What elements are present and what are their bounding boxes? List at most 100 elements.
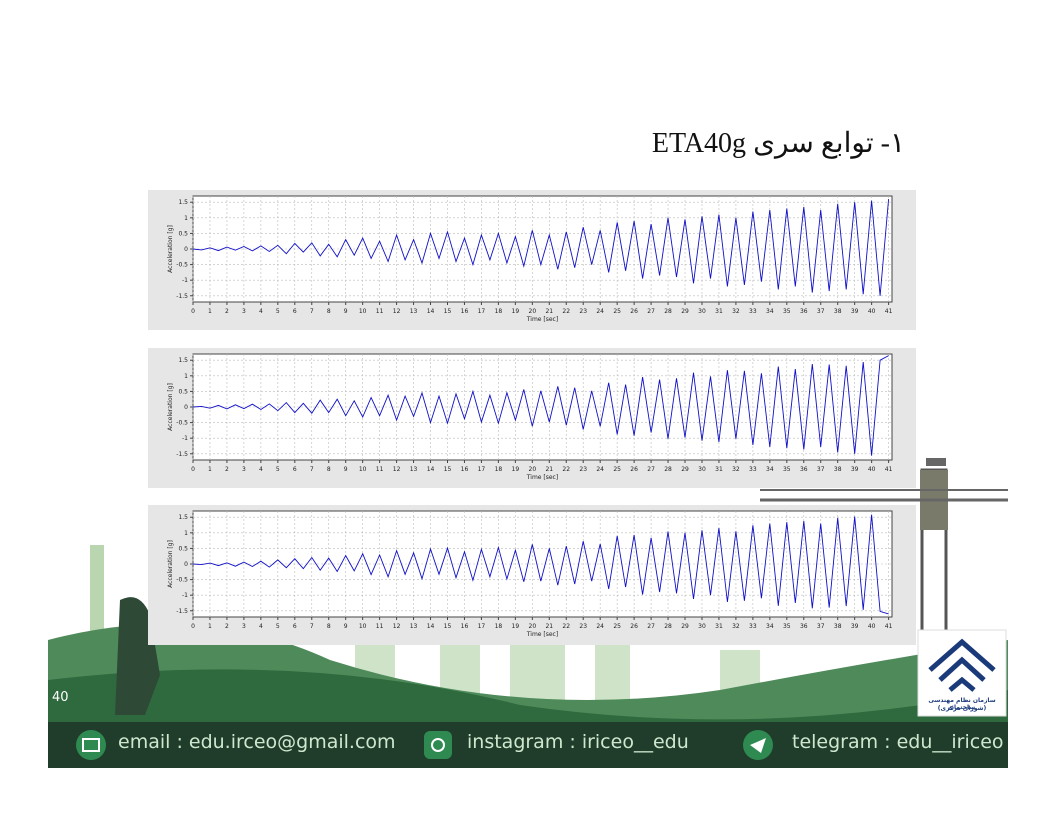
x-tick-label: 35 [783,308,791,315]
x-tick-label: 23 [579,623,587,630]
slide-title: ۱- توابع سری ETA40g [651,128,905,159]
x-tick-label: 5 [276,623,280,630]
y-tick-label: 1 [184,373,188,380]
x-tick-label: 27 [647,623,655,630]
x-tick-label: 6 [293,308,297,315]
y-tick-label: 1.5 [178,199,188,206]
y-tick-label: 0 [184,404,188,411]
x-tick-label: 8 [327,466,331,473]
y-tick-label: 1 [184,530,188,537]
y-tick-label: -0.5 [176,420,188,427]
x-tick-label: 41 [885,466,893,473]
telegram-text: telegram : edu__iriceo [792,731,1004,753]
x-tick-label: 41 [885,308,893,315]
x-tick-label: 36 [800,466,808,473]
x-tick-label: 30 [698,466,706,473]
x-tick-label: 20 [529,308,537,315]
x-tick-label: 34 [766,466,774,473]
y-axis-label: Acceleration [g] [167,383,174,431]
x-tick-label: 5 [276,308,280,315]
y-tick-label: -0.5 [176,262,188,269]
x-tick-label: 32 [732,623,740,630]
x-tick-label: 35 [783,466,791,473]
x-tick-label: 34 [766,623,774,630]
x-tick-label: 21 [545,466,553,473]
x-tick-label: 24 [596,623,604,630]
x-tick-label: 37 [817,466,825,473]
x-tick-label: 15 [444,466,452,473]
x-tick-label: 1 [208,308,212,315]
x-tick-label: 2 [225,466,229,473]
x-tick-label: 20 [529,623,537,630]
x-tick-label: 17 [478,466,486,473]
x-tick-label: 36 [800,308,808,315]
x-axis-label: Time [sec] [526,316,558,323]
x-tick-label: 28 [664,466,672,473]
x-tick-label: 3 [242,466,246,473]
x-tick-label: 39 [851,466,859,473]
x-tick-label: 21 [545,623,553,630]
x-tick-label: 0 [191,308,195,315]
x-axis-label: Time [sec] [526,474,558,481]
x-tick-label: 33 [749,623,757,630]
charts: 0 1 2 3 4 5 6 7 8 9 10 11 12 13 14 15 16 17 18 19 20 21 22 23 24… [148,190,916,645]
y-tick-label: 0.5 [178,545,188,552]
x-tick-label: 12 [393,623,401,630]
x-tick-label: 1 [208,466,212,473]
x-tick-label: 16 [461,623,469,630]
x-tick-label: 14 [427,623,435,630]
x-tick-label: 14 [427,308,435,315]
instagram-icon-glyph [431,738,445,752]
x-tick-label: 36 [800,623,808,630]
x-tick-label: 27 [647,466,655,473]
x-tick-label: 35 [783,623,791,630]
x-tick-label: 37 [817,623,825,630]
x-tick-label: 18 [495,308,503,315]
x-tick-label: 39 [851,308,859,315]
page-number: 40 [52,690,69,705]
x-tick-label: 3 [242,308,246,315]
x-tick-label: 24 [596,466,604,473]
x-tick-label: 11 [376,308,384,315]
x-tick-label: 0 [191,623,195,630]
x-tick-label: 30 [698,308,706,315]
acceleration-line [192,355,889,456]
x-tick-label: 13 [410,308,418,315]
x-tick-label: 25 [613,466,621,473]
scenery [48,458,1008,768]
x-tick-label: 25 [613,623,621,630]
x-tick-label: 7 [310,466,314,473]
x-tick-label: 17 [478,308,486,315]
x-tick-label: 4 [259,623,263,630]
x-tick-label: 24 [596,308,604,315]
hill [48,669,1008,722]
x-tick-label: 3 [242,623,246,630]
x-tick-label: 10 [359,623,367,630]
x-tick-label: 16 [461,466,469,473]
y-tick-label: -1.5 [176,608,188,615]
x-tick-label: 31 [715,623,723,630]
x-tick-label: 33 [749,466,757,473]
x-tick-label: 25 [613,308,621,315]
x-tick-label: 7 [310,308,314,315]
x-tick-label: 10 [359,308,367,315]
y-tick-label: 1 [184,215,188,222]
x-tick-label: 38 [834,466,842,473]
instagram-text: instagram : iriceo__edu [467,731,689,753]
logo-text: (شورای مرکزی) [937,705,987,712]
x-tick-label: 40 [868,308,876,315]
x-tick-label: 8 [327,623,331,630]
x-tick-label: 9 [344,308,348,315]
y-axis-label: Acceleration [g] [167,540,174,588]
x-tick-label: 19 [512,308,520,315]
x-tick-label: 19 [512,466,520,473]
y-tick-label: -0.5 [176,577,188,584]
x-tick-label: 1 [208,623,212,630]
x-tick-label: 29 [681,623,689,630]
y-tick-label: -1.5 [176,293,188,300]
x-tick-label: 11 [376,623,384,630]
x-tick-label: 15 [444,623,452,630]
x-tick-label: 12 [393,308,401,315]
x-tick-label: 4 [259,466,263,473]
